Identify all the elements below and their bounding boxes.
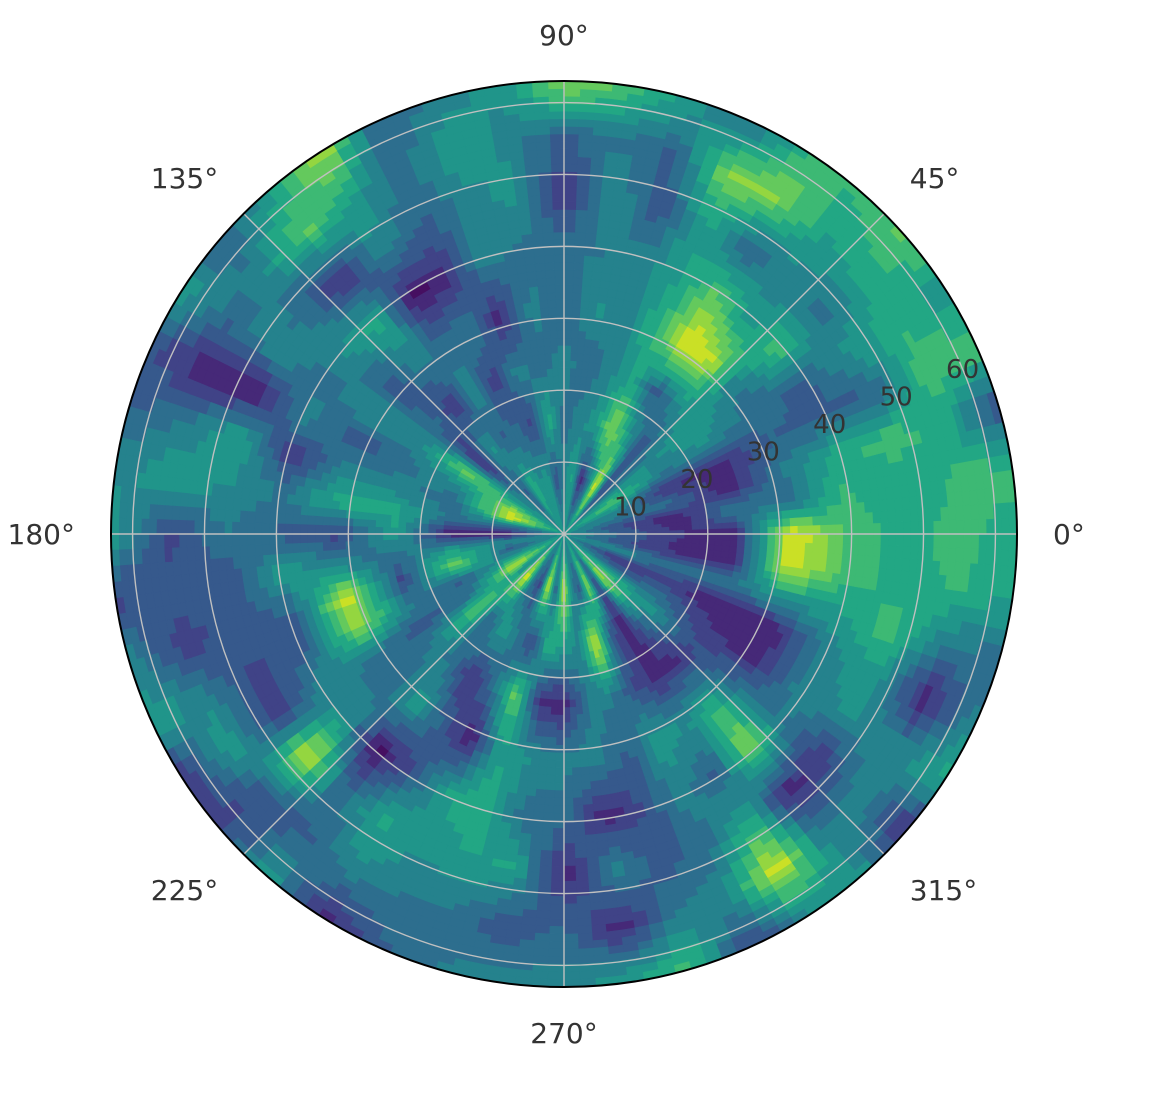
angle-tick-label: 0° [1053,518,1085,551]
angle-tick-label: 315° [910,874,977,907]
chart-svg: 0° 45° 90° 135° 180° 225° 270° 315° 10 20 30 40 50 60 [0,0,1158,1106]
radial-tick-label: 20 [680,465,713,495]
radial-tick-label: 50 [880,382,913,412]
radial-tick-label: 40 [813,410,846,440]
polar-contour-chart: 0° 45° 90° 135° 180° 225° 270° 315° 10 20 30 40 50 60 [0,0,1158,1106]
polar-grid [111,81,1017,987]
angle-tick-label: 45° [910,162,960,195]
radial-tick-label: 30 [747,437,780,467]
angle-tick-label: 90° [539,19,589,52]
angle-tick-label: 225° [151,874,218,907]
angle-tick-label: 180° [8,518,75,551]
angle-tick-label: 270° [530,1017,597,1050]
angle-tick-label: 135° [151,162,218,195]
radial-tick-label: 10 [614,492,647,522]
radial-tick-label: 60 [946,355,979,385]
